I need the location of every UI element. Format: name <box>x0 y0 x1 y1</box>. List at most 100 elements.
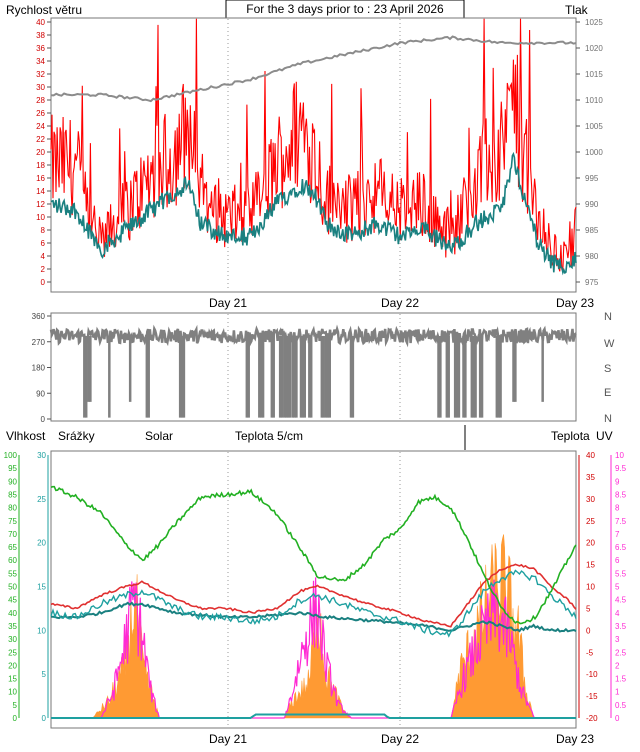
compass-label: S <box>604 363 611 375</box>
direction-y-tick-label: 360 <box>32 312 46 321</box>
day-label-3: Day 23 <box>556 296 594 310</box>
uv-tick-label: 10 <box>615 451 624 460</box>
humidity-tick-label: 40 <box>8 609 17 618</box>
wind-y-tick-label: 2 <box>41 265 46 274</box>
uv-tick-label: 9 <box>615 477 620 486</box>
humidity-tick-label: 10 <box>8 688 17 697</box>
wind-y-tick-label: 0 <box>41 278 46 287</box>
wind-y-tick-label: 20 <box>36 148 45 157</box>
wind-y-tick-label: 6 <box>41 239 46 248</box>
wind-y-tick-label: 4 <box>41 252 46 261</box>
uv-tick-label: 4.5 <box>615 596 627 605</box>
wind-y-tick-label: 8 <box>41 226 46 235</box>
wind-y-tick-label: 26 <box>36 109 45 118</box>
temp-tick-label: 15 <box>586 561 595 570</box>
pressure-y-tick-label: 980 <box>585 252 599 261</box>
period-title: For the 3 days prior to : 23 April 2026 <box>246 2 444 16</box>
direction-panel: 0 90 180 270 360 N W SE N <box>32 311 615 425</box>
pressure-series <box>50 35 577 103</box>
day-label-bottom-3: Day 23 <box>556 732 594 746</box>
humidity-tick-label: 65 <box>8 543 17 552</box>
humidity-tick-label: 85 <box>8 490 17 499</box>
day-label-2: Day 22 <box>381 296 419 310</box>
day-label-bottom-1: Day 21 <box>209 732 247 746</box>
humidity-tick-label: 30 <box>8 635 17 644</box>
humidity-tick-label: 60 <box>8 556 17 565</box>
humidity-tick-label: 45 <box>8 596 17 605</box>
humidity-tick-label: 50 <box>8 583 17 592</box>
uv-title: UV <box>596 429 613 443</box>
pressure-y-tick-label: 1020 <box>585 44 603 53</box>
compass-label: W <box>604 338 615 350</box>
pressure-title: Tlak <box>565 3 589 17</box>
pressure-y-tick-label: 975 <box>585 278 599 287</box>
temp-tick-label: 25 <box>586 517 595 526</box>
pressure-y-tick-label: 1010 <box>585 96 603 105</box>
pressure-y-tick-label: 1015 <box>585 70 603 79</box>
uv-tick-label: 1.5 <box>615 675 627 684</box>
uv-tick-label: 0 <box>615 714 620 723</box>
rain-tick-label: 15 <box>37 583 46 592</box>
humidity-tick-label: 5 <box>13 701 18 710</box>
pressure-y-tick-label: 1005 <box>585 122 603 131</box>
pressure-y-tick-label: 995 <box>585 174 599 183</box>
wind-y-tick-label: 38 <box>36 31 45 40</box>
humidity-title: Vlhkost <box>6 429 46 443</box>
humidity-tick-label: 15 <box>8 675 17 684</box>
wind-y-tick-label: 30 <box>36 83 45 92</box>
compass-label: E <box>604 387 611 399</box>
humidity-tick-label: 35 <box>8 622 17 631</box>
uv-tick-label: 4 <box>615 609 620 618</box>
wind-y-tick-label: 34 <box>36 57 45 66</box>
pressure-y-tick-label: 990 <box>585 200 599 209</box>
direction-series <box>49 324 577 348</box>
temp-tick-label: -5 <box>586 648 594 657</box>
rain-tick-label: 25 <box>37 495 46 504</box>
weather-panel: 0510152025303540455055606570758085909510… <box>4 451 627 727</box>
rain-title: Srážky <box>58 429 95 443</box>
rain-tick-label: 0 <box>42 714 47 723</box>
wind-y-tick-label: 12 <box>36 200 45 209</box>
humidity-tick-label: 90 <box>8 477 17 486</box>
uv-tick-label: 0.5 <box>615 701 627 710</box>
wind-y-tick-label: 16 <box>36 174 45 183</box>
wind-panel-frame <box>50 17 577 293</box>
temp-tick-label: 0 <box>586 626 591 635</box>
pressure-y-tick-label: 1025 <box>585 18 603 27</box>
humidity-tick-label: 0 <box>13 714 18 723</box>
uv-tick-label: 7.5 <box>615 517 627 526</box>
temp-tick-label: 20 <box>586 539 595 548</box>
wind-y-tick-label: 22 <box>36 135 45 144</box>
temp-tick-label: -15 <box>586 692 598 701</box>
rain-series <box>51 713 576 719</box>
temp-tick-label: 10 <box>586 583 595 592</box>
rain-temp-trace <box>50 569 577 638</box>
weather-panel-frame <box>50 450 577 729</box>
rain-tick-label: 10 <box>37 626 46 635</box>
humidity-tick-label: 70 <box>8 530 17 539</box>
temp-tick-label: -20 <box>586 714 598 723</box>
uv-tick-label: 7 <box>615 530 620 539</box>
wind-y-tick-label: 40 <box>36 18 45 27</box>
uv-tick-label: 2.5 <box>615 648 627 657</box>
wind-y-tick-label: 36 <box>36 44 45 53</box>
humidity-tick-label: 75 <box>8 517 17 526</box>
direction-y-tick-label: 0 <box>41 415 46 424</box>
temp-tick-label: -10 <box>586 670 598 679</box>
temp-tick-label: 35 <box>586 473 595 482</box>
rain-tick-label: 20 <box>37 539 46 548</box>
uv-tick-label: 3 <box>615 635 620 644</box>
temperature-title: Teplota <box>551 429 590 443</box>
wind-y-tick-label: 28 <box>36 96 45 105</box>
humidity-tick-label: 20 <box>8 661 17 670</box>
compass-label: N <box>604 413 612 425</box>
uv-tick-label: 8.5 <box>615 490 627 499</box>
temperature-series <box>50 563 577 628</box>
wind-y-tick-label: 24 <box>36 122 45 131</box>
uv-tick-label: 5 <box>615 583 620 592</box>
humidity-tick-label: 55 <box>8 569 17 578</box>
wind-panel: 0246810121416182022242628303234363840975… <box>36 18 603 291</box>
uv-tick-label: 2 <box>615 661 620 670</box>
